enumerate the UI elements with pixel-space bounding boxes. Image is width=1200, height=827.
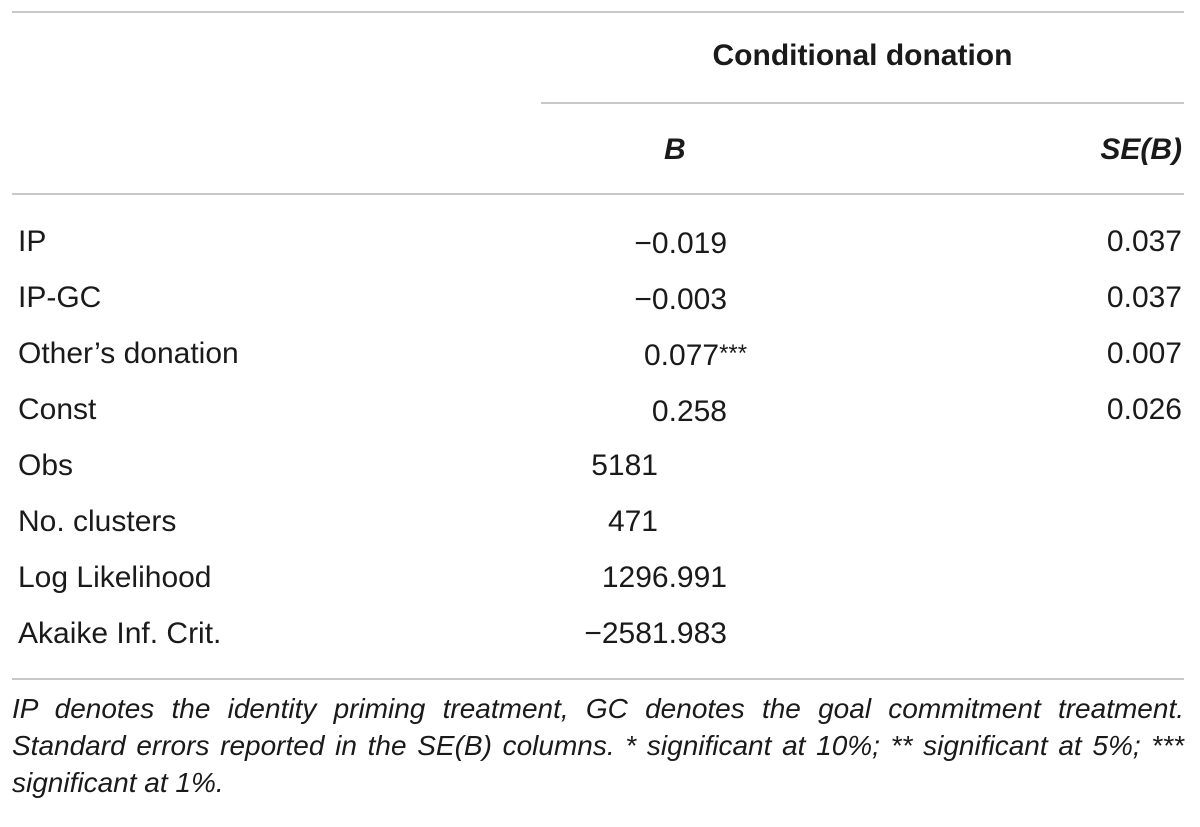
table-row: IP −0.019 0.037 bbox=[0, 222, 1200, 278]
table-row: Akaike Inf. Crit. −2581.983 bbox=[0, 614, 1200, 670]
table-row: Log Likelihood 1296.991 bbox=[0, 558, 1200, 614]
column-header-b: B bbox=[664, 133, 686, 166]
statistic-cell: −2581.983 bbox=[584, 617, 727, 650]
top-rule bbox=[12, 11, 1184, 13]
group-header: Conditional donation bbox=[712, 39, 1013, 72]
table-row: IP-GC −0.003 0.037 bbox=[0, 278, 1200, 334]
standard-error-cell: 0.007 bbox=[1106, 337, 1182, 370]
row-label: Const bbox=[18, 393, 97, 426]
statistic-cell: 5181 bbox=[591, 449, 658, 482]
coefficient-cell: −0.003 bbox=[634, 283, 727, 316]
row-label: Log Likelihood bbox=[18, 561, 212, 594]
standard-error-cell: 0.037 bbox=[1106, 225, 1182, 258]
column-header-se: SE(B) bbox=[1100, 133, 1182, 166]
coefficient-cell: −0.019 bbox=[634, 227, 727, 260]
row-label: No. clusters bbox=[18, 505, 177, 538]
coefficient-cell: 0.077*** bbox=[644, 339, 748, 372]
table-row: Const 0.258 0.026 bbox=[0, 390, 1200, 446]
group-header-rule bbox=[541, 102, 1184, 104]
standard-error-cell: 0.037 bbox=[1106, 281, 1182, 314]
table-row: Other’s donation 0.077*** 0.007 bbox=[0, 334, 1200, 390]
row-label: IP-GC bbox=[18, 281, 102, 314]
header-rule bbox=[12, 193, 1184, 195]
table-row: Obs 5181 bbox=[0, 446, 1200, 502]
significance-stars: *** bbox=[719, 340, 748, 367]
table-row: No. clusters 471 bbox=[0, 502, 1200, 558]
table-footnote: IP denotes the identity priming treatmen… bbox=[12, 693, 1184, 798]
statistic-cell: 1296.991 bbox=[601, 561, 727, 594]
row-label: Other’s donation bbox=[18, 337, 239, 370]
row-label: IP bbox=[18, 225, 47, 258]
row-label: Akaike Inf. Crit. bbox=[18, 617, 222, 650]
bottom-rule bbox=[12, 678, 1184, 680]
standard-error-cell: 0.026 bbox=[1106, 393, 1182, 426]
coefficient-cell: 0.258 bbox=[651, 395, 727, 428]
statistic-cell: 471 bbox=[607, 505, 658, 538]
row-label: Obs bbox=[18, 449, 74, 482]
